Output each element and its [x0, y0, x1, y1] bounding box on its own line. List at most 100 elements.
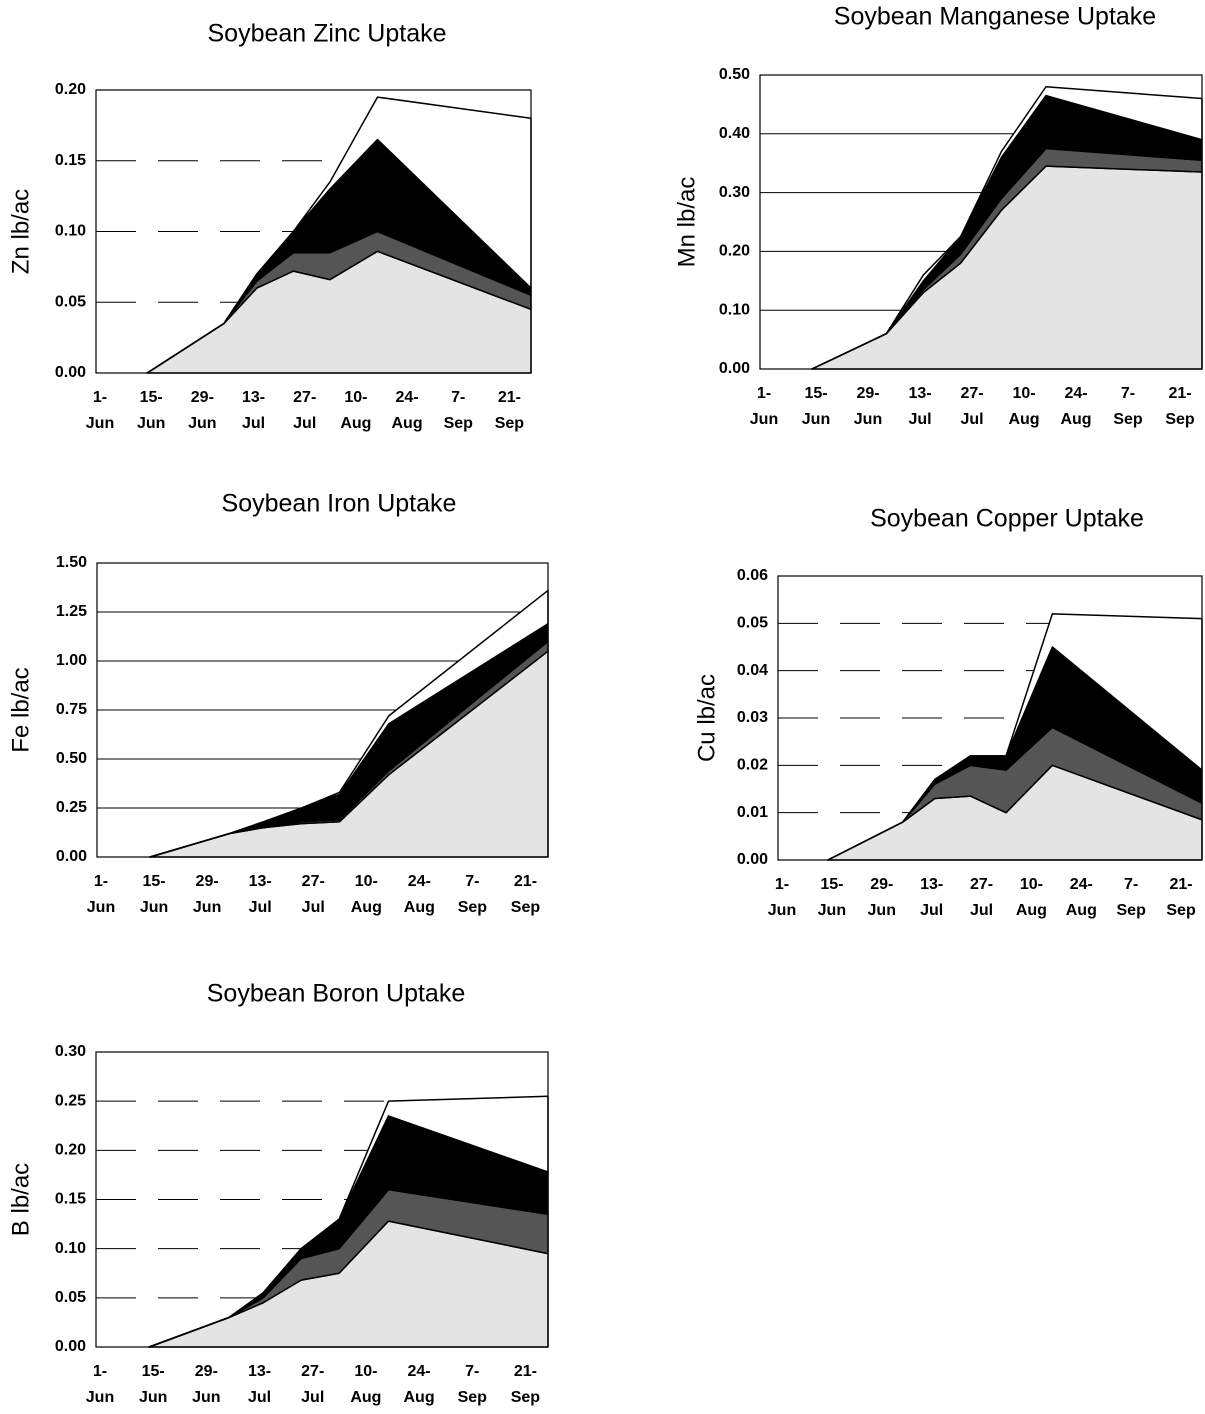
- x-tick-label: 10- Aug: [1016, 876, 1047, 919]
- x-tick-line: Jun: [86, 415, 114, 432]
- y-tick-label: 0.05: [55, 293, 86, 310]
- x-tick-line: 29-: [195, 1363, 218, 1380]
- x-tick-label: 1- Jun: [768, 876, 796, 919]
- y-tick-label: 0.25: [55, 1092, 86, 1109]
- x-tick-line: Aug: [1008, 411, 1039, 428]
- x-tick-line: 7-: [465, 1363, 479, 1380]
- x-tick-label: 13- Jul: [242, 389, 265, 432]
- x-tick-line: Jun: [188, 415, 216, 432]
- x-tick-line: 1-: [757, 385, 771, 402]
- x-tick-line: Jun: [87, 899, 115, 916]
- x-tick-label: 21- Sep: [1165, 385, 1195, 428]
- x-tick-line: Sep: [1166, 902, 1196, 919]
- x-tick-line: Jul: [302, 899, 325, 916]
- x-tick-line: 13-: [248, 1363, 271, 1380]
- x-tick-label: 21- Sep: [495, 389, 525, 432]
- x-tick-label: 15- Jun: [802, 385, 830, 428]
- x-tick-line: 13-: [242, 389, 265, 406]
- x-tick-line: 13-: [920, 876, 943, 893]
- x-tick-label: 24- Aug: [392, 389, 423, 432]
- x-tick-line: 24-: [1064, 385, 1087, 402]
- x-tick-line: 10-: [355, 873, 378, 890]
- x-tick-line: 10-: [1020, 876, 1043, 893]
- x-tick-line: Jun: [802, 411, 830, 428]
- x-tick-line: Jun: [86, 1389, 114, 1406]
- x-tick-label: 15- Jun: [137, 389, 165, 432]
- y-tick-label: 0.00: [719, 360, 750, 377]
- x-tick-line: Aug: [350, 1389, 381, 1406]
- x-tick-line: Aug: [1060, 411, 1091, 428]
- x-tick-label: 27- Jul: [970, 876, 993, 919]
- y-tick-label: 0.10: [719, 301, 750, 318]
- x-tick-line: 24-: [395, 389, 418, 406]
- x-tick-line: 27-: [302, 873, 325, 890]
- chart: 0.00 0.05 0.10 0.15 0.20 1- Jun 15- Jun 29- Jun 13-…: [7, 20, 532, 432]
- y-axis-label: Zn lb/ac: [7, 189, 34, 274]
- y-tick-label: 1.00: [56, 652, 87, 669]
- x-tick-label: 13- Jul: [249, 873, 272, 916]
- y-axis-label: Fe lb/ac: [7, 667, 34, 752]
- x-tick-line: Jun: [192, 1389, 220, 1406]
- x-tick-line: 15-: [820, 876, 843, 893]
- x-tick-line: 27-: [970, 876, 993, 893]
- x-tick-line: 24-: [1070, 876, 1093, 893]
- chart: 0.00 0.10 0.20 0.30 0.40 0.50 1- Jun 15- Jun 29- Ju…: [673, 3, 1203, 428]
- x-tick-label: 15- Jun: [140, 873, 168, 916]
- x-tick-line: Jun: [818, 902, 846, 919]
- chart-title: Soybean Copper Uptake: [870, 505, 1144, 533]
- x-tick-line: 24-: [408, 873, 431, 890]
- x-tick-label: 15- Jun: [818, 876, 846, 919]
- x-tick-line: Sep: [458, 899, 488, 916]
- y-tick-label: 0.05: [55, 1289, 86, 1306]
- y-tick-label: 0.50: [719, 66, 750, 83]
- x-tick-label: 29- Jun: [193, 873, 221, 916]
- x-tick-line: 29-: [196, 873, 219, 890]
- x-tick-line: Jul: [248, 1389, 271, 1406]
- x-tick-line: 15-: [804, 385, 827, 402]
- y-tick-label: 0.50: [56, 750, 87, 767]
- x-tick-label: 21- Sep: [511, 873, 541, 916]
- chart-title: Soybean Zinc Uptake: [207, 20, 446, 48]
- y-tick-label: 0.15: [55, 152, 86, 169]
- x-tick-line: Jul: [242, 415, 265, 432]
- x-tick-line: Aug: [392, 415, 423, 432]
- x-tick-line: 7-: [1121, 385, 1135, 402]
- x-tick-label: 24- Aug: [404, 873, 435, 916]
- plot-frame: [759, 74, 1203, 370]
- x-tick-line: Jun: [140, 899, 168, 916]
- x-tick-line: 1-: [93, 1363, 107, 1380]
- plot-frame: [95, 1051, 549, 1348]
- x-tick-label: 21- Sep: [511, 1363, 541, 1406]
- x-tick-label: 7- Sep: [458, 873, 488, 916]
- x-tick-line: Aug: [351, 899, 382, 916]
- y-tick-label: 0.00: [737, 851, 768, 868]
- x-tick-line: Aug: [404, 899, 435, 916]
- x-tick-line: Jul: [908, 411, 931, 428]
- x-tick-line: 27-: [293, 389, 316, 406]
- x-tick-label: 10- Aug: [351, 873, 382, 916]
- x-tick-line: 13-: [249, 873, 272, 890]
- x-tick-line: Aug: [1066, 902, 1097, 919]
- y-tick-label: 0.01: [737, 804, 768, 821]
- x-tick-line: 15-: [142, 873, 165, 890]
- chart: 0.000.050.100.150.200.250.301-Jun15-Jun2…: [7, 980, 549, 1406]
- x-tick-line: Jun: [193, 899, 221, 916]
- x-tick-label: 24- Aug: [1060, 385, 1091, 428]
- x-tick-line: Jul: [293, 415, 316, 432]
- plot-frame: [777, 575, 1203, 861]
- x-tick-label: 24- Aug: [1066, 876, 1097, 919]
- x-tick-line: Sep: [511, 1389, 541, 1406]
- y-tick-label: 0.03: [737, 709, 768, 726]
- x-tick-line: Jul: [970, 902, 993, 919]
- x-tick-line: 13-: [908, 385, 931, 402]
- x-tick-label: 13- Jul: [920, 876, 943, 919]
- x-tick-label: 27- Jul: [293, 389, 316, 432]
- y-tick-label: 0.20: [55, 1142, 86, 1159]
- x-tick-line: Sep: [1113, 411, 1143, 428]
- x-tick-line: Jun: [750, 411, 778, 428]
- x-tick-line: Jun: [139, 1389, 167, 1406]
- x-tick-line: Jun: [137, 415, 165, 432]
- x-tick-label: 29- Jun: [188, 389, 216, 432]
- chart-title: Soybean Iron Uptake: [222, 490, 457, 518]
